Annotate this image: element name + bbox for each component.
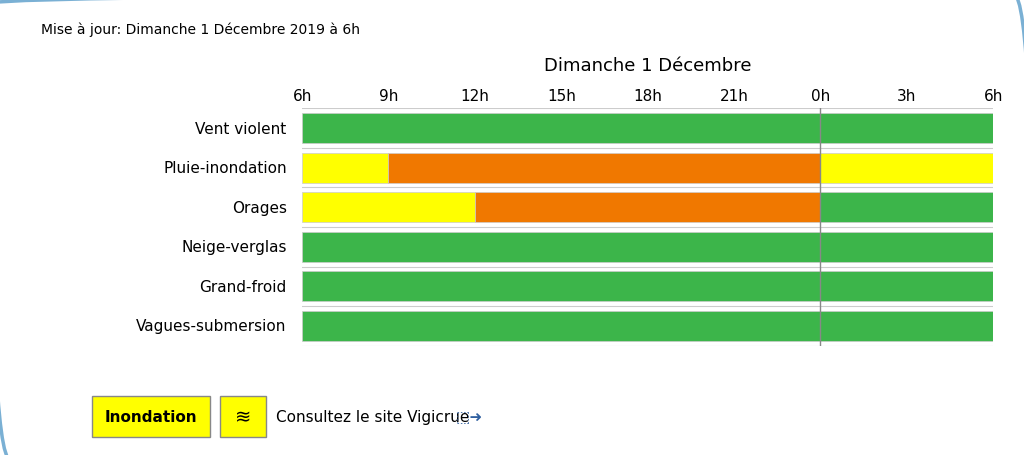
Text: Consultez le site Vigicrue: Consultez le site Vigicrue <box>276 409 470 424</box>
Text: Mise à jour: Dimanche 1 Décembre 2019 à 6h: Mise à jour: Dimanche 1 Décembre 2019 à … <box>41 23 360 37</box>
Bar <box>302 114 993 144</box>
Bar <box>302 193 475 222</box>
Bar <box>302 233 993 262</box>
Title: Dimanche 1 Décembre: Dimanche 1 Décembre <box>544 56 752 74</box>
Text: Grand-froid: Grand-froid <box>200 279 287 294</box>
Text: ≋: ≋ <box>234 407 251 426</box>
Bar <box>388 154 820 183</box>
Text: Vagues-submersion: Vagues-submersion <box>136 318 287 334</box>
Bar <box>820 154 993 183</box>
Bar <box>302 311 993 341</box>
Bar <box>302 154 388 183</box>
Text: Inondation: Inondation <box>104 409 198 424</box>
Bar <box>302 272 993 301</box>
Text: Orages: Orages <box>231 200 287 215</box>
Bar <box>475 193 820 222</box>
Bar <box>820 193 993 222</box>
Text: Neige-verglas: Neige-verglas <box>181 240 287 255</box>
Text: Vent violent: Vent violent <box>196 121 287 136</box>
Text: ⬚➜: ⬚➜ <box>456 409 482 424</box>
Text: Pluie-inondation: Pluie-inondation <box>163 161 287 176</box>
